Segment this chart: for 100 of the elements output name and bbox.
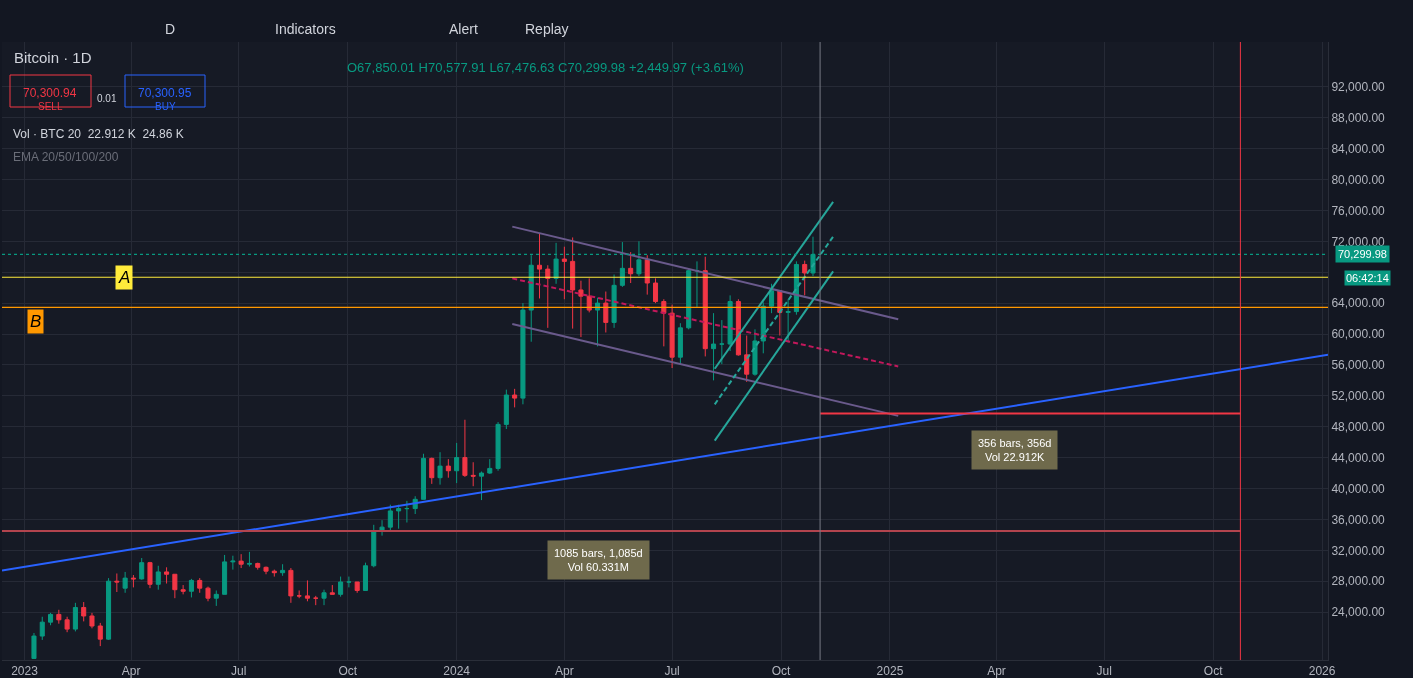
candlestick [586, 277, 592, 313]
candlestick [230, 555, 236, 571]
candlestick [255, 562, 261, 571]
candlestick [139, 557, 145, 581]
ref-line-label: 70,299.98 [1338, 248, 1387, 260]
y-tick-label: 52,000.00 [1331, 389, 1386, 404]
y-tick-label: 44,000.00 [1331, 450, 1386, 465]
candlestick [603, 291, 609, 333]
candlestick [164, 566, 170, 585]
candlestick [752, 328, 758, 377]
y-tick-label: 80,000.00 [1331, 172, 1386, 187]
candlestick [81, 601, 87, 622]
candlestick [155, 565, 161, 591]
candlestick [296, 589, 302, 599]
candlestick [694, 260, 700, 309]
annotation: 356 bars, 356d Vol 22.912K [978, 437, 1052, 464]
annotation: BUY [155, 101, 176, 112]
candlestick [437, 451, 443, 486]
y-tick-label: 64,000.00 [1331, 296, 1386, 311]
y-tick-label: 32,000.00 [1331, 543, 1386, 558]
annotation: SELL [38, 101, 63, 112]
candlestick [570, 236, 576, 330]
candlestick [503, 389, 509, 430]
text: D [165, 21, 176, 37]
candlestick [197, 577, 203, 594]
candlestick [429, 457, 435, 485]
annotation: 1085 bars, 1,085d Vol 60.331M [554, 547, 643, 574]
x-tick-label: Oct [1203, 664, 1224, 678]
candlestick [280, 563, 286, 577]
candlestick [106, 577, 112, 641]
text: Indicators [275, 21, 336, 37]
candlestick [578, 280, 584, 338]
candlestick [263, 566, 269, 575]
candlestick [222, 554, 228, 595]
candlestick [97, 622, 103, 647]
candlestick [536, 233, 543, 299]
x-tick-label: Apr [987, 664, 1006, 678]
annotation: 0.01 [97, 93, 117, 104]
candlestick [387, 504, 393, 532]
candlestick [122, 571, 128, 594]
x-tick-label: Jul [664, 664, 680, 678]
candlestick [702, 256, 708, 357]
y-tick-label: 72,000.00 [1331, 234, 1386, 249]
candlestick [72, 602, 78, 632]
candlestick [48, 612, 54, 626]
annotation: 70,300.95 [138, 86, 192, 100]
candlestick [313, 595, 319, 606]
annotation: Vol · BTC 20 22.912 K 24.86 K [13, 127, 184, 141]
y-tick-label: 84,000.00 [1331, 141, 1386, 156]
candlestick [180, 584, 186, 595]
candlestick [445, 458, 451, 479]
text: Bitcoin · 1D [14, 49, 92, 67]
candlestick [561, 246, 567, 300]
y-tick-label: 36,000.00 [1331, 512, 1386, 527]
x-tick-label: Oct [771, 664, 792, 678]
y-tick-label: 88,000.00 [1331, 110, 1386, 125]
candlestick [304, 579, 310, 602]
x-tick-label: Oct [338, 664, 358, 678]
candlestick [628, 251, 634, 284]
candlestick [744, 335, 750, 383]
candlestick [246, 551, 252, 568]
candlestick [785, 298, 791, 343]
candlestick [404, 500, 410, 523]
y-tick-label: 48,000.00 [1331, 419, 1386, 434]
candlestick [802, 260, 808, 296]
candlestick [594, 297, 601, 347]
candlestick [371, 524, 377, 568]
candlestick [172, 573, 178, 599]
y-tick-label: 92,000.00 [1331, 80, 1386, 94]
candlestick [495, 421, 501, 472]
candlestick [354, 581, 360, 594]
x-tick-label: 2025 [876, 664, 904, 678]
x-tick-label: 2023 [11, 664, 39, 678]
candlestick [512, 388, 518, 408]
x-tick-label: Jul [231, 664, 247, 678]
annotation: 70,300.94 [23, 86, 77, 100]
candlestick [462, 419, 468, 478]
candlestick [89, 612, 95, 629]
candlestick [329, 584, 335, 595]
y-tick-label: 40,000.00 [1331, 481, 1386, 496]
text: Alert [449, 21, 478, 37]
y-tick-label: 56,000.00 [1331, 358, 1386, 373]
candlestick [396, 504, 402, 530]
x-tick-label: Apr [555, 664, 574, 678]
candlestick [686, 268, 692, 330]
candlestick [611, 274, 617, 329]
candlestick [188, 578, 194, 598]
candlestick [238, 553, 244, 569]
y-tick-label: 24,000.00 [1331, 605, 1386, 620]
candlestick [760, 301, 766, 354]
candlestick [321, 589, 327, 606]
candlestick [420, 453, 427, 500]
candlestick [338, 576, 344, 598]
candlestick [470, 461, 476, 487]
x-tick-label: Jul [1096, 664, 1112, 678]
candlestick [545, 264, 551, 329]
candlestick [727, 294, 733, 352]
candlestick [719, 319, 725, 365]
candlestick [114, 572, 120, 593]
candlestick [362, 562, 368, 591]
